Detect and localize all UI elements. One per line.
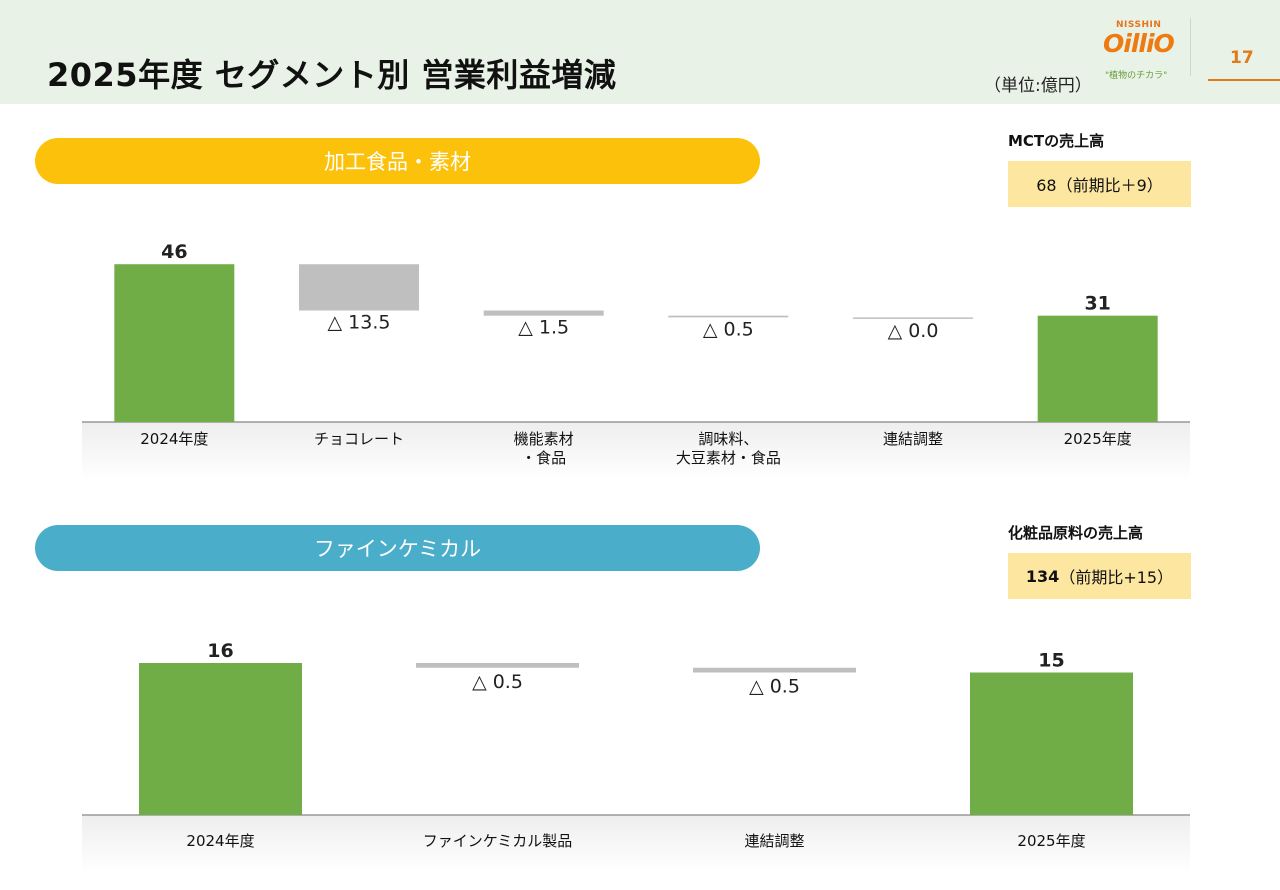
food-value-label-4: △ 0.0 xyxy=(888,320,939,342)
food-bar-0 xyxy=(114,264,235,422)
food-category-label-4: 連結調整 xyxy=(883,430,943,448)
header-divider xyxy=(1190,18,1191,76)
food-category-label-5: 2025年度 xyxy=(1064,430,1132,448)
mct-sales-value: 68（前期比＋9） xyxy=(1036,176,1163,195)
chem-category-label-2: 連結調整 xyxy=(744,832,804,850)
food-axis-band xyxy=(82,422,1190,480)
logo-brand-top: NISSHIN xyxy=(1116,20,1162,30)
header-band xyxy=(0,0,1280,104)
food-value-label-2: △ 1.5 xyxy=(518,317,569,339)
section-header-chem: ファインケミカル xyxy=(35,525,760,571)
cosmetic-sales-change: （前期比+15） xyxy=(1059,568,1174,587)
cosmetic-sales-label: 化粧品原料の売上高 xyxy=(1008,524,1144,542)
logo-brand-main: OilliO xyxy=(1103,29,1175,58)
section-header-food: 加工食品・素材 xyxy=(35,138,760,184)
chem-value-label-3: 15 xyxy=(1038,650,1064,672)
mct-sales-box: 68（前期比＋9） xyxy=(1008,161,1191,207)
chem-axis-band xyxy=(82,815,1190,873)
cosmetic-sales-value: 134 xyxy=(1025,566,1060,586)
food-bar-5 xyxy=(1037,315,1158,422)
mct-sales-label: MCTの売上高 xyxy=(1008,132,1105,150)
food-category-label-1: チョコレート xyxy=(314,430,404,448)
food-bar-2 xyxy=(483,310,604,316)
food-bar-1 xyxy=(299,264,419,311)
food-category-label-0: 2024年度 xyxy=(140,430,208,448)
food-category-label-2-1: ・食品 xyxy=(521,449,566,467)
company-logo: NISSHIN OilliO "植物のチカラ" xyxy=(1100,20,1180,84)
chem-bar-0 xyxy=(139,663,302,815)
chem-value-label-0: 16 xyxy=(207,640,233,662)
chem-value-label-2: △ 0.5 xyxy=(749,676,800,698)
food-value-label-5: 31 xyxy=(1084,293,1110,315)
cosmetic-sales-box: 134 （前期比+15） xyxy=(1008,553,1191,599)
food-bar-4 xyxy=(853,317,973,319)
chem-category-label-1: ファインケミカル製品 xyxy=(423,832,573,850)
food-value-label-0: 46 xyxy=(161,241,187,263)
logo-tagline: "植物のチカラ" xyxy=(1105,71,1168,81)
chem-waterfall-chart: 16 2024年度 △ 0.5 ファインケミカル製品 △ 0.5 連結調整 15 2025年度 xyxy=(82,640,1190,873)
page-title: 2025年度 セグメント別 営業利益増減 xyxy=(47,56,617,94)
chem-category-label-0: 2024年度 xyxy=(186,832,254,850)
section-title-food: 加工食品・素材 xyxy=(324,150,471,174)
chem-value-label-1: △ 0.5 xyxy=(472,671,523,693)
chem-bar-1 xyxy=(416,663,579,668)
food-bar-3 xyxy=(668,315,789,318)
unit-label: （単位:億円） xyxy=(984,76,1092,96)
chem-bar-2 xyxy=(693,667,856,673)
page-number: 17 xyxy=(1230,48,1254,68)
food-waterfall-chart: 46 2024年度 △ 13.5 チョコレート △ 1.5 機能素材・食品 △ 0.5 調味料… xyxy=(82,241,1190,480)
page-number-underline xyxy=(1208,79,1280,81)
chem-category-label-3: 2025年度 xyxy=(1017,832,1085,850)
section-title-chem: ファインケミカル xyxy=(313,537,482,561)
food-value-label-1: △ 13.5 xyxy=(328,312,391,334)
food-category-label-2: 機能素材 xyxy=(514,430,574,448)
chem-bar-3 xyxy=(970,672,1133,815)
food-category-label-3: 調味料、 xyxy=(698,430,758,448)
food-value-label-3: △ 0.5 xyxy=(703,318,754,340)
food-category-label-3-1: 大豆素材・食品 xyxy=(676,449,781,467)
